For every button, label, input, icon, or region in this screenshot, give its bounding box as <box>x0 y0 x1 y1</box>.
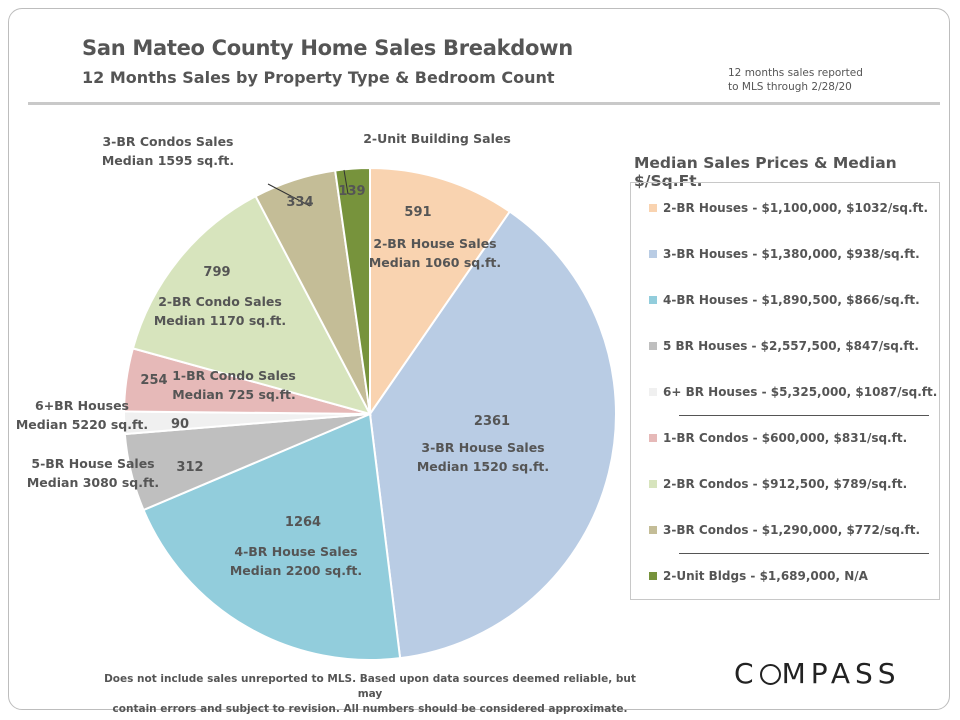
slice-category-label: Median 1170 sq.ft. <box>154 313 286 328</box>
legend-text: 6+ BR Houses - $5,325,000, $1087/sq.ft. <box>663 385 938 399</box>
slice-value-label: 334 <box>286 195 313 210</box>
legend-item: 1-BR Condos - $600,000, $831/sq.ft. <box>649 431 907 445</box>
legend-text: 2-BR Condos - $912,500, $789/sq.ft. <box>663 477 908 491</box>
legend-item: 6+ BR Houses - $5,325,000, $1087/sq.ft. <box>649 385 937 399</box>
compass-logo: C MPASS <box>734 657 901 690</box>
legend-text: 4-BR Houses - $1,890,500, $866/sq.ft. <box>663 293 920 307</box>
report-note-line-2: to MLS through 2/28/20 <box>728 81 852 93</box>
legend-item: 2-Unit Bldgs - $1,689,000, N/A <box>649 569 868 583</box>
legend-text: 2-Unit Bldgs - $1,689,000, N/A <box>663 569 868 583</box>
legend-text: 3-BR Houses - $1,380,000, $938/sq.ft. <box>663 247 920 261</box>
slice-category-label: 2-BR House Sales <box>373 236 496 251</box>
legend-item: 4-BR Houses - $1,890,500, $866/sq.ft. <box>649 293 920 307</box>
chart-title: San Mateo County Home Sales Breakdown <box>82 36 573 60</box>
legend-separator <box>679 415 929 416</box>
pie-labels: 591 2-BR House Sales Median 1060 sq.ft. 236… <box>16 131 549 578</box>
legend-text: 2-BR Houses - $1,100,000, $1032/sq.ft. <box>663 201 929 215</box>
legend-title: Median Sales Prices & Median $/Sq.Ft. <box>634 154 897 190</box>
pie-slice <box>142 412 402 661</box>
slide-frame <box>8 8 950 710</box>
slice-value-label: 254 <box>140 373 167 388</box>
disclaimer-line-2: contain errors and subject to revision. … <box>112 703 628 715</box>
slice-value-label: 2361 <box>474 414 510 429</box>
slice-category-label: 2-Unit Building Sales <box>363 131 511 146</box>
slice-category-label: Median 5220 sq.ft. <box>16 417 148 432</box>
legend-item: 5 BR Houses - $2,557,500, $847/sq.ft. <box>649 339 919 353</box>
legend-text: 3-BR Condos - $1,290,000, $772/sq.ft. <box>663 523 921 537</box>
slice-category-label: Median 3080 sq.ft. <box>27 475 159 490</box>
slice-category-label: Median 1060 sq.ft. <box>369 255 501 270</box>
chart-subtitle: 12 Months Sales by Property Type & Bedro… <box>82 68 555 87</box>
disclaimer-line-1: Does not include sales unreported to MLS… <box>104 673 636 700</box>
slice-value-label: 90 <box>171 417 189 432</box>
slice-value-label: 1264 <box>285 515 321 530</box>
slice-category-label: 1-BR Condo Sales <box>172 368 296 383</box>
slice-category-label: 6+BR Houses <box>35 398 129 413</box>
report-note-line-1: 12 months sales reported <box>728 67 863 79</box>
slice-category-label: 5-BR House Sales <box>31 456 154 471</box>
pie-slice <box>334 166 371 415</box>
legend-text: 5 BR Houses - $2,557,500, $847/sq.ft. <box>663 339 919 353</box>
disclaimer: Does not include sales unreported to MLS… <box>90 672 650 717</box>
legend-box: 2-BR Houses - $1,100,000, $1032/sq.ft. 3… <box>630 182 940 600</box>
slice-category-label: Median 725 sq.ft. <box>172 387 296 402</box>
legend-swatch <box>649 250 657 258</box>
legend-swatch <box>649 480 657 488</box>
slice-category-label: 3-BR House Sales <box>421 440 544 455</box>
legend-item: 2-BR Condos - $912,500, $789/sq.ft. <box>649 477 907 491</box>
slice-category-label: Median 2200 sq.ft. <box>230 563 362 578</box>
legend-swatch <box>649 388 657 396</box>
pie-slices <box>122 166 617 661</box>
legend-text: 1-BR Condos - $600,000, $831/sq.ft. <box>663 431 908 445</box>
legend-swatch <box>649 296 657 304</box>
pie-slice <box>368 210 617 660</box>
legend-swatch <box>649 526 657 534</box>
legend-item: 3-BR Condos - $1,290,000, $772/sq.ft. <box>649 523 920 537</box>
slice-category-label: 3-BR Condos Sales <box>102 134 233 149</box>
legend-swatch <box>649 434 657 442</box>
slice-category-label: 2-BR Condo Sales <box>158 294 282 309</box>
legend-swatch <box>649 572 657 580</box>
legend-separator <box>679 553 929 554</box>
slice-value-label: 312 <box>176 460 203 475</box>
slice-value-label: 799 <box>203 265 230 280</box>
leader-line <box>267 183 311 207</box>
slice-category-label: Median 1520 sq.ft. <box>417 459 549 474</box>
legend-item: 3-BR Houses - $1,380,000, $938/sq.ft. <box>649 247 920 261</box>
report-note: 12 months sales reported to MLS through … <box>728 66 863 94</box>
legend-item: 2-BR Houses - $1,100,000, $1032/sq.ft. <box>649 201 928 215</box>
slice-value-label: 139 <box>338 184 365 199</box>
slice-category-label: 4-BR House Sales <box>234 544 357 559</box>
compass-logo-o <box>759 664 781 685</box>
leader-line <box>343 169 349 195</box>
legend-swatch <box>649 204 657 212</box>
legend-swatch <box>649 342 657 350</box>
pie-slice <box>131 194 372 416</box>
pie-slice <box>369 166 512 418</box>
slice-value-label: 591 <box>404 205 431 220</box>
slice-category-label: Median 1595 sq.ft. <box>102 153 234 168</box>
header-divider <box>28 102 940 105</box>
